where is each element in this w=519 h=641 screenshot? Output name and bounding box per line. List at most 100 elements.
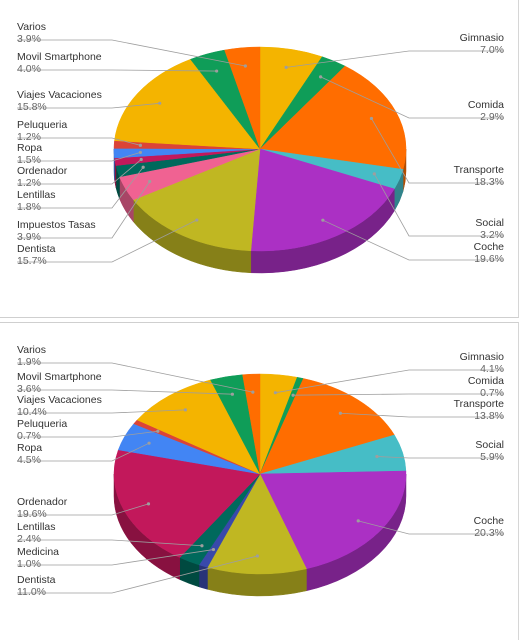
pie-slice-coche[interactable] — [259, 470, 407, 570]
leader-dot-medicina — [211, 547, 216, 552]
value-label-coche: 19.6% — [474, 253, 504, 265]
leader-line-ropa — [17, 152, 141, 162]
value-label-medicina: 1.0% — [17, 558, 41, 570]
label-viajes-vacaciones: Viajes Vacaciones — [17, 394, 102, 406]
value-label-movil-smartphone: 3.6% — [17, 383, 41, 395]
leader-line-movil-smartphone — [17, 389, 233, 395]
label-ropa: Ropa — [17, 442, 42, 454]
label-lentillas: Lentillas — [17, 521, 56, 533]
leader-dot-ropa — [147, 441, 151, 445]
pie-slice-viajes-vacaciones[interactable] — [136, 379, 261, 475]
pie-slice-varios[interactable] — [242, 373, 261, 475]
value-label-gimnasio: 4.1% — [480, 363, 504, 375]
pie-slice-coche[interactable] — [250, 148, 395, 252]
leader-dot-ropa — [138, 150, 142, 155]
label-movil-smartphone: Movil Smartphone — [17, 371, 102, 383]
leader-dot-comida — [291, 393, 295, 397]
label-medicina: Medicina — [17, 546, 59, 558]
value-label-viajes-vacaciones: 15.8% — [17, 101, 47, 113]
label-varios: Varios — [17, 344, 46, 356]
leader-dot-dentista — [255, 554, 259, 558]
pie-slice-transporte[interactable] — [259, 378, 395, 475]
pie-slice-dentista[interactable] — [132, 148, 261, 252]
label-gimnasio: Gimnasio — [460, 351, 505, 363]
leader-dot-ordenador — [139, 157, 143, 162]
leader-dot-transporte — [338, 411, 342, 415]
value-label-transporte: 18.3% — [474, 176, 504, 188]
pie-slices — [113, 373, 407, 575]
leader-line-viajes-vacaciones — [17, 102, 160, 109]
leader-dot-gimnasio — [284, 65, 288, 69]
leader-dot-movil-smartphone — [215, 69, 219, 73]
leader-line-transporte — [371, 118, 504, 184]
value-label-lentillas: 2.4% — [17, 533, 41, 545]
label-peluqueria: Peluqueria — [17, 418, 67, 430]
leader-line-peluqueria — [17, 137, 141, 146]
leader-dot-coche — [321, 218, 325, 222]
pie-slices — [113, 46, 407, 252]
leader-line-gimnasio — [286, 50, 504, 68]
value-label-gimnasio: 7.0% — [480, 44, 504, 56]
value-label-ordenador: 19.6% — [17, 508, 47, 520]
leader-dot-peluqueria — [138, 143, 142, 147]
label-varios: Varios — [17, 21, 46, 33]
leader-dot-movil-smartphone — [230, 392, 234, 396]
leader-line-impuestos-tasas — [17, 181, 151, 239]
value-label-transporte: 13.8% — [474, 410, 504, 422]
leader-dot-peluqueria — [156, 429, 160, 433]
value-label-ordenador: 1.2% — [17, 177, 41, 189]
value-label-ropa: 1.5% — [17, 154, 41, 166]
leader-line-dentista — [17, 555, 258, 594]
label-social: Social — [475, 439, 504, 451]
leader-dot-gimnasio — [273, 391, 277, 395]
value-label-varios: 1.9% — [17, 356, 41, 368]
label-ordenador: Ordenador — [17, 165, 68, 177]
label-viajes-vacaciones: Viajes Vacaciones — [17, 89, 102, 101]
leader-line-movil-smartphone — [17, 69, 217, 72]
label-dentista: Dentista — [17, 574, 56, 586]
pie-slice-dentista[interactable] — [207, 473, 307, 575]
leader-line-comida — [320, 76, 504, 119]
leader-line-ordenador — [17, 503, 149, 516]
value-label-movil-smartphone: 4.0% — [17, 63, 41, 75]
leader-line-coche — [358, 520, 504, 535]
label-transporte: Transporte — [454, 164, 505, 176]
label-movil-smartphone: Movil Smartphone — [17, 51, 102, 63]
pie-slice-ordenador[interactable] — [113, 449, 261, 558]
value-label-ropa: 4.5% — [17, 454, 41, 466]
leader-line-coche — [322, 219, 504, 261]
pie-slice-viajes-vacaciones[interactable] — [114, 59, 261, 150]
leader-dot-dentista — [195, 218, 199, 222]
pie-side-medicina — [198, 564, 208, 590]
label-ropa: Ropa — [17, 142, 42, 154]
value-label-peluqueria: 0.7% — [17, 430, 41, 442]
label-coche: Coche — [474, 241, 505, 253]
leader-line-social — [373, 173, 504, 237]
leader-dot-viajes-vacaciones — [183, 408, 187, 412]
leader-line-lentillas — [17, 167, 144, 209]
value-label-social: 3.2% — [480, 229, 504, 241]
leader-line-lentillas — [17, 539, 202, 547]
label-peluqueria: Peluqueria — [17, 119, 67, 131]
leader-line-social — [376, 456, 504, 459]
value-label-varios: 3.9% — [17, 33, 41, 45]
leader-line-comida — [293, 393, 504, 396]
leader-line-transporte — [340, 412, 504, 418]
value-label-dentista: 11.0% — [17, 586, 46, 598]
label-lentillas: Lentillas — [17, 189, 56, 201]
leader-line-varios — [17, 362, 253, 393]
leader-line-ordenador — [17, 159, 142, 185]
pie-slice-varios[interactable] — [224, 46, 261, 150]
leader-dot-viajes-vacaciones — [158, 101, 162, 105]
leader-dot-comida — [319, 75, 323, 79]
leader-line-varios — [17, 39, 246, 67]
label-gimnasio: Gimnasio — [460, 32, 505, 44]
leader-line-gimnasio — [275, 369, 504, 394]
pie-sides — [113, 148, 407, 274]
leader-line-dentista — [17, 219, 197, 263]
leader-dot-lentillas — [141, 165, 145, 169]
